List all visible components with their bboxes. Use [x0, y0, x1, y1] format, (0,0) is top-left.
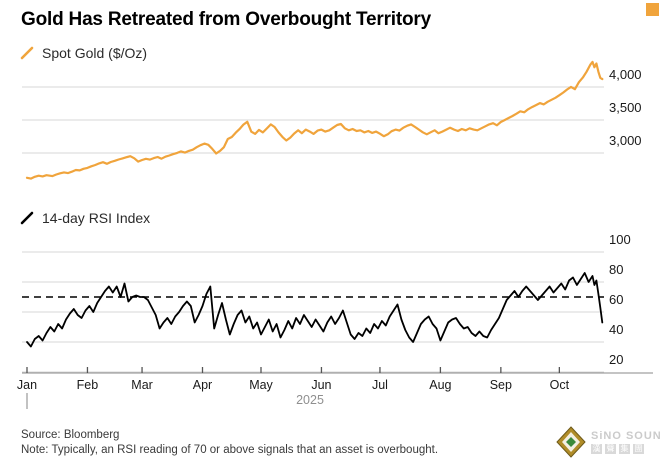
series-rsi	[26, 272, 604, 348]
x-axis-month-label: Sep	[490, 378, 512, 392]
series-spot-gold	[25, 60, 604, 180]
y-axis-tick-label: 60	[609, 292, 623, 307]
x-axis-month-label: Feb	[77, 378, 99, 392]
y-axis-tick-label: 80	[609, 262, 623, 277]
logo-cjk-char: 團	[633, 444, 644, 454]
logo-cjk-char: 漢	[591, 444, 602, 454]
y-axis-tick-label: 40	[609, 322, 623, 337]
x-axis-month-label: May	[249, 378, 273, 392]
chart-title: Gold Has Retreated from Overbought Terri…	[21, 9, 431, 30]
logo-name: SiNO SOUND	[591, 430, 661, 442]
y-axis-tick-label: 20	[609, 352, 623, 367]
y-axis-tick-label: 4,000	[609, 67, 642, 82]
legend-slash	[20, 46, 34, 60]
year-label: 2025	[296, 393, 324, 407]
sino-sound-diamond-icon	[556, 426, 586, 458]
y-axis-tick-label: 100	[609, 232, 631, 247]
footer: Source: Bloomberg Note: Typically, an RS…	[21, 428, 438, 457]
logo-cjk: 漢聲集團	[591, 444, 661, 454]
x-axis-month-label: Oct	[550, 378, 570, 392]
logo-cjk-char: 聲	[605, 444, 616, 454]
y-axis-tick-label: 3,500	[609, 100, 642, 115]
legend-rsi-label: 14-day RSI Index	[42, 210, 151, 226]
legend-slash	[20, 211, 34, 225]
legend-spot-gold: Spot Gold ($/Oz)	[20, 45, 147, 61]
y-axis-tick-label: 3,000	[609, 133, 642, 148]
x-axis-month-label: Apr	[193, 378, 212, 392]
x-axis-month-label: Jun	[311, 378, 331, 392]
x-axis-month-label: Jan	[17, 378, 37, 392]
source-text: Source: Bloomberg	[21, 429, 120, 441]
spot-gold-line-icon	[20, 46, 34, 60]
brand-mark	[646, 3, 659, 16]
logo-cjk-char: 集	[619, 444, 630, 454]
rsi-line-icon	[20, 211, 34, 225]
x-axis-month-label: Aug	[429, 378, 451, 392]
x-axis-month-label: Jul	[372, 378, 388, 392]
legend-rsi: 14-day RSI Index	[20, 210, 150, 226]
legend-spot-gold-label: Spot Gold ($/Oz)	[42, 45, 148, 61]
x-axis-month-label: Mar	[131, 378, 153, 392]
note-text: Note: Typically, an RSI reading of 70 or…	[21, 443, 439, 456]
